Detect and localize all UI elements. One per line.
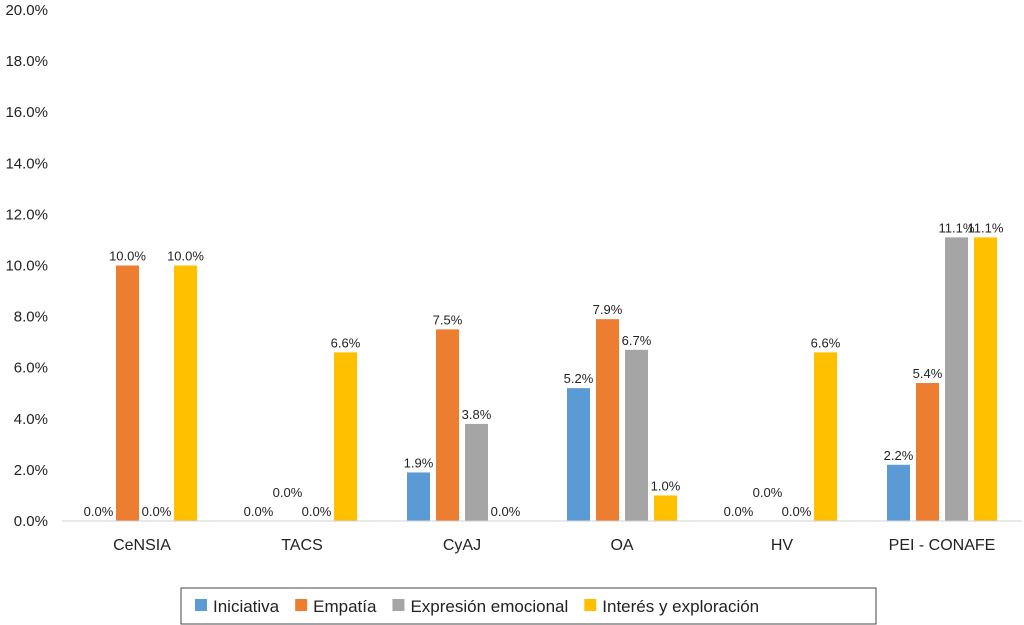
bar xyxy=(596,319,619,521)
bar xyxy=(116,265,139,521)
data-label: 0.0% xyxy=(84,504,114,519)
data-label: 11.1% xyxy=(939,220,975,235)
bar xyxy=(334,352,357,521)
bar xyxy=(465,423,488,521)
data-label: 0.0% xyxy=(244,504,274,519)
data-label: 10.0% xyxy=(167,249,204,264)
legend-label: Interés y exploración xyxy=(602,597,759,616)
data-label: 0.0% xyxy=(782,504,812,519)
bar xyxy=(974,237,997,521)
data-label: 5.4% xyxy=(913,366,943,381)
y-tick-label: 12.0% xyxy=(5,206,48,223)
legend-label: Empatía xyxy=(313,597,377,616)
y-tick-label: 16.0% xyxy=(5,104,48,121)
data-label: 0.0% xyxy=(142,504,172,519)
data-label: 6.6% xyxy=(811,335,841,350)
bar xyxy=(654,495,677,521)
category-label: PEI - CONAFE xyxy=(889,537,996,554)
category-labels: CeNSIA TACS CyAJ OA HV PEI - CONAFE xyxy=(113,537,995,554)
category-label: OA xyxy=(610,537,633,554)
data-label: 2.2% xyxy=(884,448,914,463)
data-label: 0.0% xyxy=(753,485,783,500)
data-label: 1.0% xyxy=(651,478,681,493)
bar xyxy=(945,237,968,521)
data-label: 11.1% xyxy=(968,220,1004,235)
data-label: 7.9% xyxy=(593,302,623,317)
legend-label: Expresión emocional xyxy=(410,597,568,616)
data-label: 6.6% xyxy=(331,335,361,350)
bar xyxy=(174,265,197,521)
y-tick-label: 10.0% xyxy=(5,258,48,275)
bar xyxy=(814,352,837,521)
data-label: 0.0% xyxy=(273,485,303,500)
data-label: 6.7% xyxy=(622,333,652,348)
legend-swatch xyxy=(584,599,597,611)
data-label: 0.0% xyxy=(491,504,521,519)
legend: Iniciativa Empatía Expresión emocional Inte… xyxy=(180,587,877,625)
y-tick-label: 4.0% xyxy=(14,411,48,428)
y-tick-label: 8.0% xyxy=(14,309,48,326)
y-tick-label: 2.0% xyxy=(14,462,48,479)
bar xyxy=(916,383,939,521)
y-tick-label: 0.0% xyxy=(14,513,48,530)
legend-label: Iniciativa xyxy=(213,597,280,616)
data-label: 7.5% xyxy=(433,312,463,327)
y-tick-label: 14.0% xyxy=(5,155,48,172)
data-label: 3.8% xyxy=(462,407,492,422)
data-labels: 0.0% 10.0% 0.0% 10.0% 0.0% 0.0% 0.0% 6.6% 1.9% 7.… xyxy=(84,220,1004,519)
bars xyxy=(116,237,997,521)
y-tick-label: 20.0% xyxy=(5,2,48,19)
bar xyxy=(436,329,459,521)
bar xyxy=(887,464,910,521)
bar xyxy=(567,388,590,521)
data-label: 5.2% xyxy=(564,371,594,386)
legend-swatch xyxy=(195,599,207,611)
data-label: 0.0% xyxy=(724,504,754,519)
category-label: TACS xyxy=(281,537,322,554)
bar xyxy=(625,349,648,521)
bar xyxy=(407,472,430,521)
data-label: 1.9% xyxy=(404,455,434,470)
data-label: 0.0% xyxy=(302,504,332,519)
y-tick-label: 6.0% xyxy=(14,360,48,377)
legend-swatch xyxy=(295,599,308,611)
y-axis-ticks: 0.0% 2.0% 4.0% 6.0% 8.0% 10.0% 12.0% 14.0% 16.0%… xyxy=(5,2,48,530)
category-label: HV xyxy=(771,537,794,554)
data-label: 10.0% xyxy=(109,249,146,264)
y-tick-label: 18.0% xyxy=(5,53,48,70)
legend-swatch xyxy=(392,599,405,611)
category-label: CeNSIA xyxy=(113,537,171,554)
category-label: CyAJ xyxy=(443,537,481,554)
